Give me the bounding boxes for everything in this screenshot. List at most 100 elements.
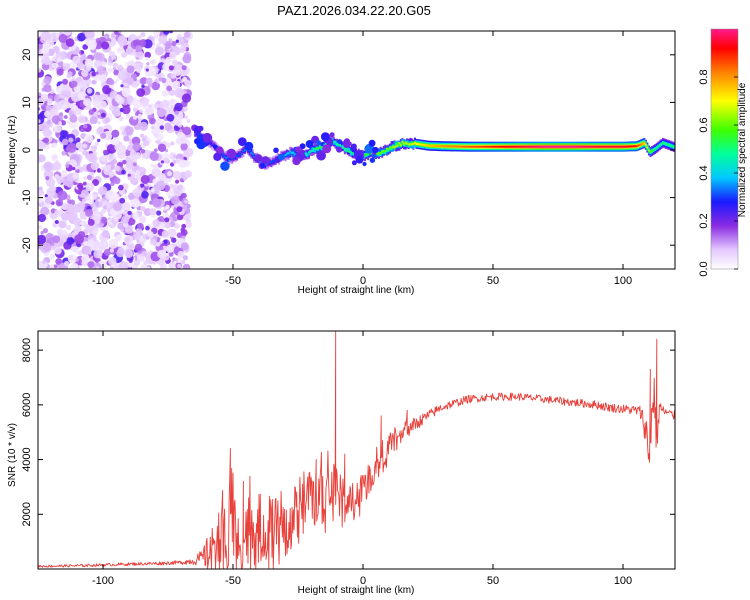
ridge-cell [495, 145, 498, 148]
noise-blob [62, 62, 70, 71]
ridge-cell [605, 145, 608, 148]
noise-blob [38, 97, 45, 106]
noise-blob [109, 248, 115, 253]
ridge-cell [551, 145, 554, 148]
noise-blob [100, 155, 108, 162]
ridge-cell [504, 145, 507, 148]
ridge-blob [336, 146, 343, 153]
ridge-cell [237, 152, 240, 157]
noise-blob [170, 73, 177, 79]
noise-blob [69, 114, 78, 123]
noise-blob [134, 112, 139, 116]
noise-blob [88, 109, 95, 115]
noise-blob [153, 148, 158, 153]
ridge-cell [591, 145, 594, 148]
noise-blob [130, 198, 140, 208]
noise-blob [163, 239, 168, 244]
ridge-cell [482, 145, 485, 148]
ridge-cell [292, 151, 295, 154]
noise-blob [124, 126, 134, 136]
ridge-cell [460, 145, 463, 148]
noise-blob [94, 141, 99, 147]
noise-blob [141, 250, 148, 257]
noise-blob [85, 182, 95, 192]
ridge-cell [412, 142, 415, 145]
noise-blob [77, 32, 86, 42]
noise-blob [141, 84, 145, 88]
ridge-cell [579, 145, 582, 148]
noise-blob [63, 31, 72, 36]
noise-blob [47, 98, 53, 104]
noise-blob [120, 125, 126, 131]
ridge-cell [259, 160, 262, 163]
noise-blob [67, 199, 72, 205]
noise-blob [97, 138, 101, 143]
ridge-cell [457, 145, 460, 148]
noise-blob [102, 149, 109, 155]
noise-blob [113, 263, 120, 269]
snr-y-tick-label: 6000 [21, 393, 33, 417]
spectrogram-x-tick-label: 0 [360, 275, 366, 287]
ridge-cell [393, 141, 396, 149]
ridge-cell [346, 147, 349, 152]
noise-blob [146, 62, 150, 66]
ridge-cell [242, 150, 245, 152]
ridge-cell [652, 149, 655, 151]
noise-blob [157, 250, 166, 259]
ridge-cell [307, 151, 310, 156]
noise-blob [86, 88, 93, 94]
noise-blob [184, 221, 192, 229]
ridge-cell [521, 145, 524, 148]
noise-blob [42, 57, 51, 65]
noise-blob [124, 248, 134, 258]
ridge-cell [312, 147, 315, 150]
noise-blob [110, 136, 120, 146]
colorbar-tick-label: 0.2 [698, 213, 710, 228]
noise-blob [96, 127, 104, 135]
noise-blob [168, 261, 176, 269]
ridge-blob [322, 144, 332, 154]
noise-blob [91, 80, 96, 85]
noise-blob [161, 99, 170, 109]
noise-blob [57, 190, 68, 201]
noise-blob [149, 238, 156, 246]
noise-blob [101, 41, 110, 50]
noise-blob [180, 136, 188, 144]
ridge-cell [307, 151, 310, 154]
noise-blob [72, 172, 80, 180]
noise-blob [114, 216, 119, 221]
noise-blob [176, 232, 183, 238]
ridge-cell [395, 142, 398, 147]
noise-blob [44, 110, 51, 118]
noise-blob [68, 137, 74, 143]
ridge-cell [378, 152, 381, 155]
noise-blob [174, 87, 185, 98]
noise-blob [122, 159, 127, 165]
ridge-cell [624, 145, 627, 148]
noise-blob [102, 85, 112, 95]
noise-blob [150, 59, 157, 65]
noise-blob [112, 202, 123, 212]
noise-blob [58, 33, 68, 43]
ridge-cell [448, 145, 451, 148]
ridge-cell [658, 144, 661, 147]
noise-blob [133, 77, 137, 82]
ridge-cell [520, 145, 522, 148]
noise-blob [162, 212, 170, 219]
ridge-cell [370, 152, 373, 155]
ridge-cell [562, 145, 565, 148]
noise-blob [134, 252, 139, 257]
ridge-cell [585, 145, 588, 148]
ridge-cell [626, 145, 629, 148]
noise-blob [98, 74, 108, 83]
noise-blob [184, 199, 189, 204]
noise-blob [158, 35, 168, 45]
ridge-cell [621, 145, 624, 148]
noise-blob [165, 204, 170, 210]
snr-x-axis-label: Height of straight line (km) [298, 585, 415, 596]
noise-blob [49, 108, 59, 118]
noise-blob [156, 210, 162, 216]
ridge-blob [350, 143, 357, 150]
noise-blob [138, 121, 149, 131]
noise-blob [127, 217, 136, 226]
